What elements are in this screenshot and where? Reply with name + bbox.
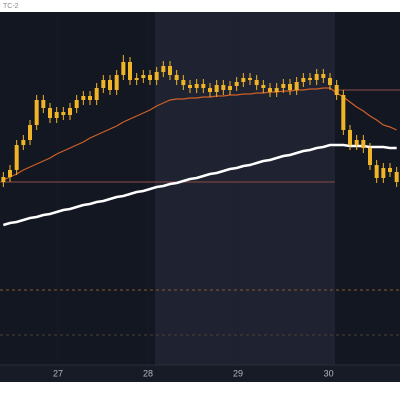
candle-body bbox=[88, 96, 92, 100]
candle-body bbox=[174, 75, 179, 80]
candle-body bbox=[68, 108, 72, 115]
candle-body bbox=[48, 108, 52, 118]
candle-body bbox=[241, 78, 246, 82]
candle-body bbox=[234, 82, 239, 86]
candle-body bbox=[368, 148, 372, 165]
x-tick-label: 28 bbox=[143, 368, 153, 378]
candle-body bbox=[281, 84, 286, 88]
candle-body bbox=[381, 168, 386, 178]
candle-body bbox=[81, 96, 86, 100]
candle-body bbox=[21, 140, 26, 145]
candle-body bbox=[268, 88, 272, 92]
candle-body bbox=[8, 170, 12, 177]
candle-body bbox=[394, 172, 399, 182]
candle-body bbox=[214, 85, 219, 92]
x-tick-label: 29 bbox=[233, 368, 243, 378]
candle-body bbox=[388, 168, 392, 172]
candle-body bbox=[334, 85, 339, 95]
candle-body bbox=[348, 130, 352, 145]
candle-body bbox=[134, 78, 139, 80]
candle-body bbox=[288, 84, 292, 90]
candle-body bbox=[341, 95, 346, 130]
candle-body bbox=[301, 78, 306, 82]
x-tick-label: 27 bbox=[53, 368, 63, 378]
candle-body bbox=[114, 75, 119, 90]
candle-body bbox=[108, 80, 112, 90]
candle-body bbox=[314, 74, 319, 80]
candle-body bbox=[141, 75, 146, 78]
moving-average bbox=[2, 143, 397, 227]
candle-body bbox=[168, 66, 172, 75]
candle-body bbox=[274, 88, 279, 92]
x-axis-band bbox=[0, 365, 400, 382]
x-tick-label: 30 bbox=[324, 368, 334, 378]
candle-body bbox=[294, 82, 299, 90]
candle-body bbox=[54, 112, 59, 118]
candle-body bbox=[74, 100, 79, 108]
candle-body bbox=[194, 84, 199, 88]
candle-body bbox=[248, 78, 252, 80]
candle-body bbox=[228, 86, 232, 90]
candle-body bbox=[161, 66, 166, 72]
candle-body bbox=[208, 88, 212, 92]
candle-body bbox=[321, 74, 326, 78]
candle-body bbox=[261, 85, 266, 88]
candle-body bbox=[188, 85, 192, 88]
candle-body bbox=[201, 84, 206, 88]
moving-average bbox=[3, 87, 397, 181]
candle-body bbox=[41, 100, 46, 108]
candle-body bbox=[128, 62, 132, 80]
candle-body bbox=[328, 78, 332, 85]
chart-title: TC-2 bbox=[3, 3, 19, 10]
candle-body bbox=[181, 80, 186, 85]
candle-body bbox=[14, 145, 19, 170]
session-shade bbox=[155, 12, 335, 365]
candle-body bbox=[28, 125, 32, 140]
candle-body bbox=[361, 140, 366, 148]
candle-body bbox=[121, 62, 126, 75]
candle-body bbox=[308, 78, 312, 80]
candle-body bbox=[61, 112, 66, 115]
candle-body bbox=[354, 140, 359, 145]
candle-body bbox=[1, 177, 6, 182]
candle-body bbox=[101, 80, 106, 88]
candle-body bbox=[154, 72, 159, 80]
candle-body bbox=[34, 100, 39, 125]
candle-body bbox=[148, 75, 152, 80]
candle-body bbox=[94, 88, 99, 100]
candle-body bbox=[221, 85, 226, 90]
candle-body bbox=[254, 80, 259, 85]
candle-body bbox=[374, 165, 379, 178]
